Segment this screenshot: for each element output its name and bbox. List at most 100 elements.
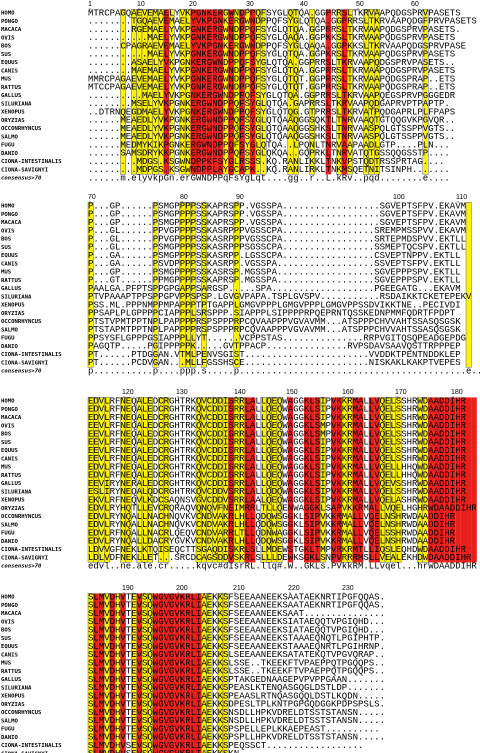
sequence-name: SALMO <box>1 522 18 528</box>
sequence: P...GT......PPMGPPPPSSKAPRSP.MGSSPA.....… <box>88 276 461 286</box>
sequence: SLMVDHVTEVSQWGVGVKRLIAEKKSPSPELLEPLKKAEP… <box>88 724 380 734</box>
identity-column <box>331 397 337 563</box>
identity-column <box>217 9 223 175</box>
sequence-name: SALMO <box>1 718 18 724</box>
sequence: P...GP......PSMGPPPPSSKASRSP.MGSSPA.....… <box>88 267 461 277</box>
sequence: .........MDGS.KSGWNDPPKFSYGLRSSS.KQ.RANL… <box>88 157 444 167</box>
sequence-name: OCCONRHYNCUS <box>1 126 42 132</box>
sequence-name: SILURIANA <box>1 685 32 691</box>
sequence: ......MEDMYKIKPGNKERGWNDPPQFSYGLQTQA..LP… <box>88 140 450 150</box>
identity-column <box>325 9 331 175</box>
sequence: EDVLRFNEQALEDCRGHTRKQVCDDISRRLALLQEQWAGG… <box>88 396 467 406</box>
identity-column <box>287 397 294 563</box>
similarity-column <box>238 397 245 563</box>
sequence: PT......PTDGGAN.VTMLPENVSGIST...........… <box>88 350 461 360</box>
sequence: EEVLRFNEQALEDCRGHTRKQVCDDISRRLALLQEQWAGG… <box>88 421 467 431</box>
sequence: SLMVDHVTEVSQWGVGVKRLIAEKKSNSDLLHPKVDRELD… <box>88 716 385 726</box>
identity-column <box>212 9 218 175</box>
similarity-column <box>125 397 132 563</box>
identity-column <box>352 397 358 563</box>
sequence: EEVLRFNEQALEDCRGHTRKQVCDDISRRLALLQEQWAGG… <box>88 446 467 456</box>
sequence-name: OVIS <box>1 228 15 234</box>
sequence-name: MUS <box>1 270 12 276</box>
sequence-name: MUS <box>1 661 12 667</box>
sequence: SLMVDHVTEVSQWGVGVKRLIAEKKSPEAASLRTNQASGQ… <box>88 691 385 701</box>
sequence: SLMVDHVTEVSQWGVGVKRLIAEKKSFSEEAANEEKSAAT… <box>88 609 385 619</box>
identity-column <box>439 397 445 563</box>
sequence-name: OVIS <box>1 35 15 41</box>
sequence-name: OCCONRHYNCUS <box>1 710 42 716</box>
similarity-column <box>347 9 353 175</box>
sequence-name: PONGO <box>1 19 18 25</box>
sequence-name: OVIS <box>1 619 15 625</box>
similarity-column <box>276 397 283 563</box>
sequence-name: ORYZIAS <box>1 311 25 317</box>
sequence: ........TGQAEVEMAELYVKPGNKERGWNDPPQFSYGL… <box>88 17 477 27</box>
similarity-column <box>152 202 159 368</box>
ruler-number: 50 <box>356 1 364 8</box>
sequence: ......MEAEDLYVKPGNKERGWNDPPQFSYGLQTQAAQG… <box>88 116 455 126</box>
sequence-name: EQUUS <box>1 60 18 66</box>
similarity-column <box>87 202 94 368</box>
sequence-name: CANIS <box>1 652 18 658</box>
similarity-column <box>201 202 207 368</box>
consensus-sequence: ......m.elyvkpGn.erGWNDPPqFsYgLqt....gg.… <box>88 173 450 183</box>
identity-column <box>460 397 466 563</box>
similarity-column <box>233 202 240 368</box>
consensus-label: consensus>70 <box>1 369 42 375</box>
sequence-name: SILURIANA <box>1 294 32 300</box>
identity-column <box>341 9 348 175</box>
sequence-name: CANIS <box>1 456 18 462</box>
identity-column <box>466 397 472 563</box>
similarity-column <box>465 202 472 368</box>
sequence: ........ASAELYVKPGNKERGWNDPPQFSYGLQTQA.G… <box>88 58 455 68</box>
identity-column <box>309 397 315 563</box>
sequence: SLMVDHVTEVSQWGVGVKRLIAEKKSLSSE..TKEEKFTV… <box>88 658 385 668</box>
sequence-name: XENOPUS <box>1 694 25 700</box>
sequence: SLMVDHVTEVSQWGVGVKRLIAEKKSFSEEAANEEKSAAT… <box>88 592 385 602</box>
sequence: SLMVDHVTEVSQWGVGVKRLIAEKKSFSEEAANEEKSAAT… <box>88 601 385 611</box>
ruler-number: 150 <box>286 389 298 396</box>
ruler-number: 60 <box>411 1 419 8</box>
sequence: LDVVGFNEKLKTQISEQCTTSGAQDISKRLSLLMDEWSTG… <box>88 545 467 555</box>
sequence: ......MEAEDLYVKPGNKERGWNDPPQFSYGLQTQAAQG… <box>88 132 455 142</box>
sequence-name: CIONA-INTESTINALIS <box>1 743 62 749</box>
similarity-column <box>320 397 326 563</box>
identity-column <box>185 593 191 753</box>
sequence: SLMVDHVTEVSQWGVGVKRLIAEKKSPSPLLHPKVDRELD… <box>88 733 385 743</box>
sequence-name: CIONA-INTESTINALIS <box>1 352 62 358</box>
sequence-name: BOS <box>1 237 12 243</box>
sequence: P...GA......PSMGPPPPSSKASRPP.LGSSCPA....… <box>88 251 461 261</box>
similarity-column <box>293 9 299 175</box>
sequence-name: FUGU <box>1 531 15 537</box>
sequence-name: CIONA-INTESTINALIS <box>1 159 62 165</box>
sequence: PSS.ML.PPPNMPPMPAPPPTPTGAPPLGMGVPPPLGMGV… <box>88 300 461 310</box>
ruler-number: 80 <box>180 194 188 201</box>
similarity-column <box>168 9 175 175</box>
sequence-name: XENOPUS <box>1 303 25 309</box>
identity-column <box>201 9 207 175</box>
ruler-number: 110 <box>456 194 467 201</box>
sequence-name: PONGO <box>1 407 18 413</box>
identity-column <box>179 593 186 753</box>
identity-column <box>163 593 169 753</box>
similarity-column <box>120 9 127 175</box>
identity-column <box>163 9 169 175</box>
ruler-number: 210 <box>233 585 245 592</box>
sequence: ...........MAELYVKPGNKERGWNDPPQFSYGLQAQA… <box>88 33 455 43</box>
sequence: EDVLRFNEQALEDCRGHTRKQVCDDISRRLALLQEQWAGG… <box>88 462 467 472</box>
sequence: LDLVDFNEKLLET...SRCDCAGSDDVSKRLSLLLDEWKS… <box>88 553 472 563</box>
similarity-column <box>157 9 164 175</box>
consensus-sequence: edvl..ne.ale.cr.....kqvc#dIsrRL.llq#.W..… <box>88 561 477 571</box>
identity-column <box>120 593 126 753</box>
sequence-name: MACACA <box>1 415 22 421</box>
ruler-number: 130 <box>176 389 188 396</box>
sequence-name: BOS <box>1 628 12 634</box>
sequence-name: BOS <box>1 44 12 50</box>
sequence: P...GL......PPVGPPPPSSKASRPPPVGSSCPA....… <box>88 226 466 236</box>
ruler-number: 70 <box>88 194 96 201</box>
sequence-name: XENOPUS <box>1 110 25 116</box>
sequence: ......SAMSDRYKKPGNKERGWNDPPQFSYGLQKQA..G… <box>88 149 450 159</box>
